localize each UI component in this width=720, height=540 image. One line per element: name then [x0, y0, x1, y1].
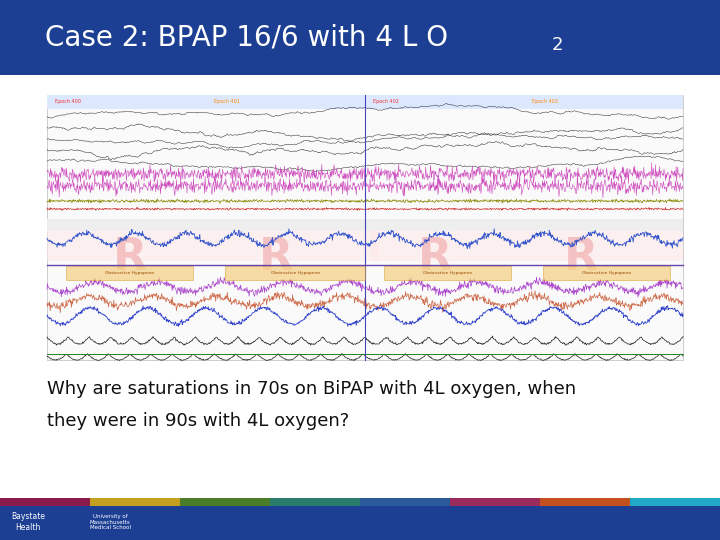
Bar	[270, 498, 360, 506]
Bar	[0, 75, 720, 540]
Bar	[630, 498, 720, 506]
Bar	[47, 95, 683, 109]
Text: Obstructive Hypopnea: Obstructive Hypopnea	[105, 271, 154, 275]
Text: Epoch 403: Epoch 403	[532, 99, 558, 105]
Text: Epoch 401: Epoch 401	[214, 99, 240, 105]
Text: 2: 2	[552, 37, 564, 55]
Bar	[372, 231, 531, 261]
Text: R: R	[258, 235, 293, 279]
Bar	[384, 266, 511, 280]
Bar	[360, 498, 450, 506]
Bar	[90, 498, 180, 506]
Bar	[543, 266, 670, 280]
Bar	[180, 498, 270, 506]
Text: Baystate
Health: Baystate Health	[11, 512, 45, 532]
Text: Case 2: BPAP 16/6 with 4 L O: Case 2: BPAP 16/6 with 4 L O	[45, 24, 448, 51]
Bar	[212, 231, 378, 261]
Text: they were in 90s with 4L oxygen?: they were in 90s with 4L oxygen?	[47, 412, 349, 430]
Bar	[0, 0, 720, 75]
Bar	[0, 498, 90, 506]
Bar	[531, 231, 683, 261]
Text: R: R	[112, 235, 147, 279]
Text: R: R	[564, 235, 598, 279]
Bar	[225, 266, 365, 280]
Bar	[450, 498, 540, 506]
Text: University of
Massachusetts
Medical School: University of Massachusetts Medical Scho…	[89, 514, 130, 530]
Bar	[0, 506, 720, 540]
Text: Epoch 402: Epoch 402	[373, 99, 399, 105]
Bar	[47, 231, 212, 261]
Text: Epoch 400: Epoch 400	[55, 99, 81, 105]
Text: Obstructive Hypopnea: Obstructive Hypopnea	[271, 271, 320, 275]
Text: R: R	[418, 235, 452, 279]
Text: Obstructive Hypopnea: Obstructive Hypopnea	[582, 271, 631, 275]
Bar	[47, 95, 683, 360]
Bar	[47, 219, 683, 231]
Bar	[66, 266, 193, 280]
Text: Why are saturations in 70s on BiPAP with 4L oxygen, when: Why are saturations in 70s on BiPAP with…	[47, 380, 576, 398]
Bar	[540, 498, 630, 506]
Text: Obstructive Hypopnea: Obstructive Hypopnea	[423, 271, 472, 275]
